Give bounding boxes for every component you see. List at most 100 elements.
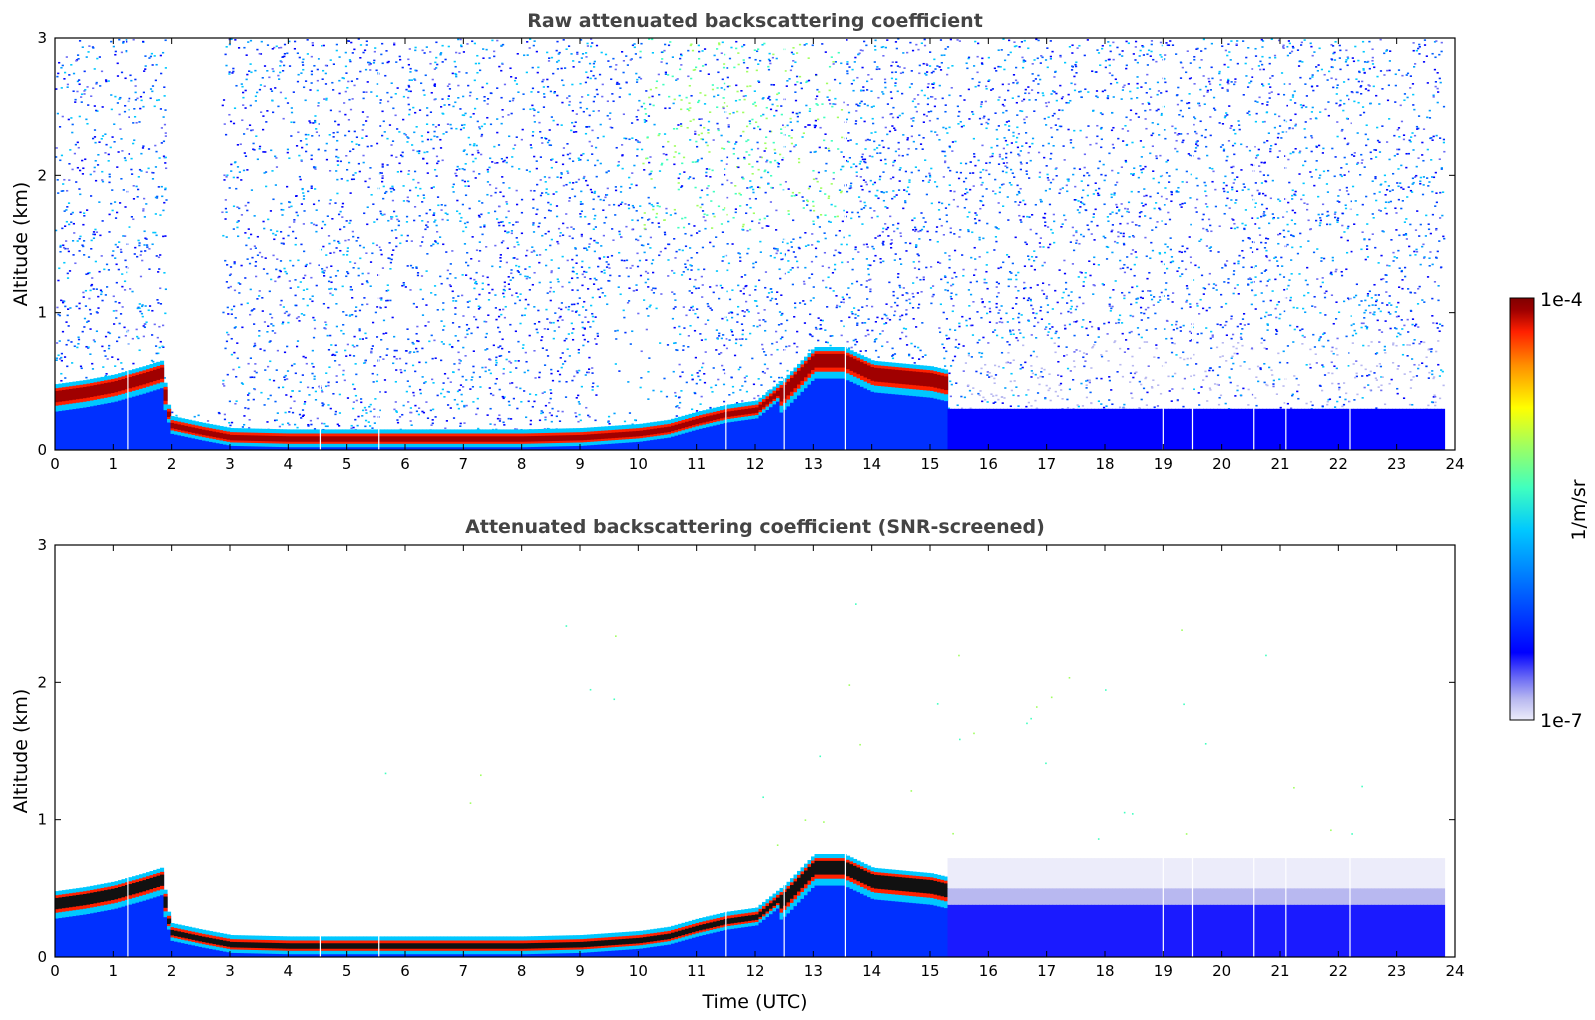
raw-noise-speck: [763, 350, 766, 353]
raw-noise-speck: [237, 235, 240, 238]
raw-noise-speck: [1440, 167, 1443, 169]
raw-noise-speck: [853, 61, 856, 63]
raw-noise-speck: [1109, 82, 1113, 85]
raw-noise-speck: [1186, 357, 1189, 360]
raw-noise-speck: [561, 79, 564, 82]
raw-noise-speck: [448, 343, 451, 346]
raw-noise-speck: [1215, 289, 1218, 291]
raw-noise-speck: [1238, 124, 1241, 126]
raw-noise-speck: [1013, 380, 1016, 382]
raw-noise-speck: [475, 98, 479, 100]
raw-noise-speck: [305, 150, 308, 153]
raw-noise-speck: [581, 260, 584, 263]
raw-noise-speck: [913, 267, 917, 269]
raw-noise-speck: [1395, 306, 1398, 308]
raw-noise-speck: [557, 227, 561, 230]
raw-noise-speck: [1345, 251, 1349, 254]
raw-noise-speck: [306, 386, 310, 389]
raw-noise-speck: [1225, 320, 1228, 323]
raw-noise-speck: [1142, 205, 1145, 207]
raw-noise-speck: [1157, 181, 1161, 184]
raw-noise-speck: [434, 241, 438, 243]
raw-noise-speck: [927, 83, 930, 85]
raw-noise-speck: [1347, 365, 1350, 367]
raw-noise-speck: [357, 415, 360, 418]
raw-noise-speck: [1160, 195, 1164, 198]
raw-noise-speck: [741, 45, 744, 48]
raw-noise-speck: [247, 228, 250, 230]
raw-noise-speck: [1435, 192, 1438, 194]
raw-noise-speck: [442, 329, 445, 331]
raw-noise-speck: [651, 221, 654, 224]
raw-noise-speck: [1366, 138, 1370, 141]
raw-noise-speck: [824, 214, 827, 217]
raw-noise-speck: [1004, 139, 1008, 142]
raw-noise-speck: [1380, 331, 1384, 333]
raw-noise-speck: [665, 395, 669, 398]
raw-noise-speck: [1032, 350, 1035, 353]
raw-noise-speck: [590, 304, 593, 307]
raw-noise-speck: [55, 156, 58, 158]
raw-noise-speck: [290, 111, 294, 114]
raw-noise-speck: [980, 103, 983, 106]
raw-noise-speck: [944, 365, 947, 367]
raw-noise-speck: [1302, 164, 1305, 167]
raw-noise-speck: [1127, 211, 1131, 213]
raw-noise-speck: [90, 284, 93, 287]
raw-noise-speck: [1017, 133, 1021, 135]
raw-noise-speck: [733, 66, 736, 69]
raw-noise-speck: [1012, 318, 1015, 320]
raw-noise-speck: [505, 203, 509, 205]
raw-noise-speck: [857, 309, 860, 312]
raw-noise-speck: [625, 55, 628, 57]
raw-noise-speck: [324, 385, 328, 388]
raw-noise-speck: [260, 40, 263, 43]
raw-noise-speck: [1055, 175, 1058, 177]
raw-noise-speck: [112, 45, 115, 48]
raw-noise-speck: [1040, 200, 1043, 203]
raw-noise-speck: [151, 178, 155, 180]
raw-noise-speck: [1050, 127, 1053, 129]
raw-noise-speck: [756, 160, 759, 163]
raw-noise-speck: [967, 88, 970, 91]
raw-noise-speck: [300, 313, 303, 315]
raw-noise-speck: [454, 307, 457, 309]
raw-noise-speck: [812, 297, 815, 299]
raw-noise-speck: [812, 178, 816, 181]
raw-noise-speck: [845, 293, 849, 296]
raw-noise-speck: [317, 105, 320, 107]
raw-noise-speck: [850, 346, 853, 349]
raw-noise-speck: [318, 123, 321, 125]
raw-noise-speck: [163, 156, 166, 159]
raw-noise-speck: [1310, 176, 1313, 178]
raw-noise-speck: [581, 321, 584, 324]
raw-noise-speck: [973, 246, 976, 249]
raw-noise-speck: [790, 129, 794, 132]
raw-noise-speck: [497, 221, 500, 224]
raw-noise-speck: [137, 239, 140, 242]
raw-noise-speck: [690, 94, 693, 97]
raw-noise-speck: [130, 168, 133, 171]
raw-noise-speck: [1303, 202, 1306, 204]
raw-noise-speck: [1046, 311, 1049, 314]
raw-noise-speck: [1210, 347, 1213, 350]
raw-noise-speck: [1057, 374, 1060, 377]
raw-noise-speck: [715, 329, 718, 331]
raw-noise-speck: [496, 417, 500, 420]
raw-noise-speck: [681, 217, 684, 220]
raw-noise-speck: [1310, 136, 1314, 139]
raw-noise-speck: [1049, 40, 1052, 42]
raw-noise-speck: [1125, 67, 1128, 70]
raw-noise-speck: [1396, 392, 1399, 395]
raw-noise-speck: [919, 349, 922, 352]
raw-noise-speck: [950, 284, 953, 287]
raw-noise-speck: [656, 202, 659, 204]
raw-noise-speck: [920, 42, 923, 45]
raw-noise-speck: [1428, 181, 1431, 183]
raw-noise-speck: [967, 56, 971, 59]
raw-noise-speck: [301, 374, 304, 376]
raw-noise-speck: [625, 259, 629, 262]
raw-noise-speck: [886, 341, 889, 343]
raw-noise-speck: [1183, 377, 1187, 380]
raw-noise-speck: [1040, 371, 1043, 373]
